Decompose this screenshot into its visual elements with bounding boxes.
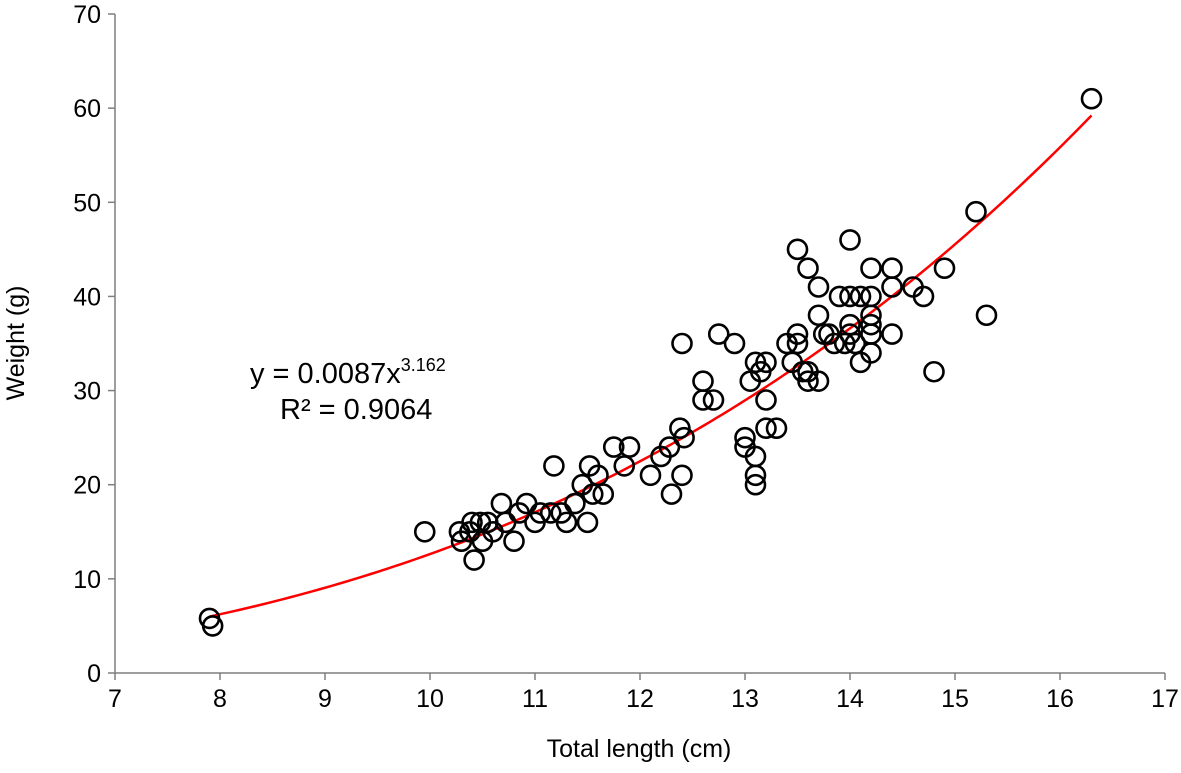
data-point <box>639 464 662 487</box>
data-point <box>765 417 788 440</box>
data-point <box>463 549 485 571</box>
x-tick-label: 17 <box>1151 685 1179 713</box>
y-tick-label: 50 <box>73 189 101 217</box>
data-point <box>786 323 809 345</box>
data-point <box>965 200 987 223</box>
equation-exponent: 3.162 <box>401 355 446 375</box>
data-point <box>786 332 809 355</box>
data-point <box>828 285 851 308</box>
data-point <box>490 492 513 515</box>
r-squared-label: R² = 0.9064 <box>280 394 432 426</box>
axis-ticks <box>108 13 1166 680</box>
data-point <box>707 323 730 345</box>
data-point <box>839 229 861 251</box>
data-point <box>881 276 903 298</box>
data-point <box>671 464 693 487</box>
data-point <box>755 351 777 374</box>
data-point <box>555 511 578 534</box>
data-point <box>673 426 695 449</box>
data-points <box>198 87 1103 637</box>
data-point <box>881 257 903 279</box>
data-point <box>786 238 809 261</box>
data-point <box>807 304 830 327</box>
data-point <box>860 313 882 336</box>
x-tick-label: 10 <box>416 685 444 713</box>
x-tick-label: 9 <box>318 685 332 713</box>
data-point <box>539 502 562 524</box>
x-tick-label: 7 <box>108 685 122 713</box>
data-point <box>692 389 714 411</box>
data-point <box>744 464 767 487</box>
y-tick-label: 20 <box>73 472 101 500</box>
data-point <box>744 473 767 496</box>
x-tick-label: 12 <box>626 685 654 713</box>
x-tick-label: 8 <box>213 685 227 713</box>
data-point <box>933 257 956 279</box>
axes <box>114 14 1165 674</box>
data-point <box>692 370 714 392</box>
trendline-equation: y = 0.0087x3.162 <box>250 355 446 390</box>
data-point <box>201 615 224 637</box>
y-tick-label: 30 <box>73 378 101 406</box>
data-point <box>618 436 641 458</box>
x-tick-label: 11 <box>522 685 548 713</box>
x-tick-label: 16 <box>1046 685 1074 713</box>
data-point <box>797 370 819 392</box>
data-point <box>755 389 777 411</box>
y-tick-label: 40 <box>73 283 101 311</box>
y-tick-label: 10 <box>73 566 101 594</box>
y-tick-label: 70 <box>73 1 101 29</box>
y-axis-title: Weight (g) <box>2 286 30 401</box>
data-point <box>860 342 882 364</box>
data-point <box>576 511 599 534</box>
data-point <box>702 389 725 411</box>
data-point <box>807 370 830 392</box>
data-point <box>807 276 830 298</box>
data-point <box>797 257 819 279</box>
data-point <box>860 257 882 279</box>
data-point <box>660 483 683 505</box>
data-point <box>543 455 565 477</box>
data-point <box>723 332 746 355</box>
data-point <box>849 285 872 308</box>
x-tick-label: 15 <box>941 685 969 713</box>
equation-prefix: y = 0.0087x <box>250 358 401 390</box>
data-point <box>881 323 903 345</box>
data-point <box>755 417 777 440</box>
x-axis-title: Total length (cm) <box>547 735 732 763</box>
data-point <box>912 285 935 308</box>
data-point <box>592 483 615 505</box>
data-point <box>602 436 625 458</box>
data-point <box>413 520 436 543</box>
data-point <box>1080 87 1103 110</box>
data-point <box>839 285 861 308</box>
data-point <box>564 492 586 515</box>
data-point <box>923 360 945 383</box>
data-point <box>975 304 998 327</box>
x-tick-label: 13 <box>731 685 759 713</box>
y-tick-label: 0 <box>87 660 101 688</box>
data-point <box>529 502 552 524</box>
data-point <box>734 426 756 449</box>
data-point <box>671 332 693 355</box>
y-tick-label: 60 <box>73 95 101 123</box>
data-point <box>503 530 525 553</box>
data-point <box>461 511 483 534</box>
data-point <box>823 332 846 355</box>
tick-labels: 7 8 9 10 11 12 13 14 15 16 17 0 10 20 30 40 50 60 70 <box>73 1 1179 713</box>
x-tick-label: 14 <box>836 685 864 713</box>
